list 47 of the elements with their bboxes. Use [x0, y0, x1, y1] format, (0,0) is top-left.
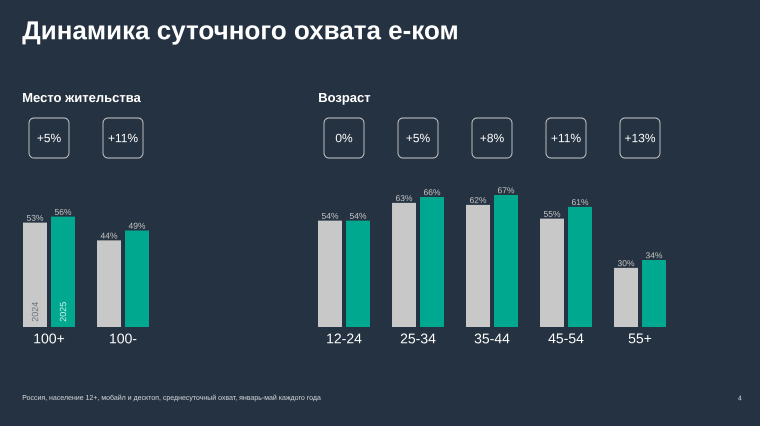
data-label: 62% — [470, 197, 486, 204]
data-label: 44% — [100, 232, 118, 239]
data-label: 67% — [498, 187, 514, 194]
text: +13% — [625, 134, 656, 142]
data-label: 53% — [26, 214, 44, 221]
bar — [420, 196, 444, 327]
data-label: 30% — [618, 260, 634, 266]
data-label: 54% — [322, 212, 338, 219]
bar — [51, 216, 75, 327]
bar — [97, 240, 122, 327]
x-tick-label: 25-34 — [400, 334, 436, 344]
text: +11% — [108, 134, 138, 142]
text: 0% — [336, 134, 352, 142]
series-label: 2025 — [60, 302, 66, 322]
x-tick-label: 45-54 — [548, 334, 584, 344]
bar — [318, 220, 342, 327]
text: +5% — [406, 134, 430, 142]
chart-subtitle: Возраст — [319, 93, 370, 105]
x-tick-label: 35-44 — [474, 334, 510, 344]
data-label: 34% — [646, 252, 662, 258]
x-tick-label: 100- — [110, 334, 136, 344]
bar — [125, 230, 150, 327]
text: +11% — [552, 134, 581, 142]
chart-subtitle: Место жительства — [23, 93, 141, 102]
data-label: 54% — [350, 212, 366, 219]
data-label: 49% — [128, 222, 146, 229]
text: Динамика суточного охвата е-ком — [22, 21, 457, 45]
series-label: 2024 — [32, 302, 38, 322]
bar — [23, 222, 47, 327]
x-tick-label: 12-24 — [327, 334, 362, 344]
x-tick-label: 55+ — [628, 334, 652, 344]
bar — [392, 202, 416, 327]
bar — [494, 195, 518, 327]
data-label: 66% — [424, 189, 440, 196]
bar — [642, 260, 666, 327]
data-label: 63% — [396, 195, 412, 202]
data-label: 56% — [54, 208, 72, 215]
text: +8% — [480, 134, 504, 142]
bar — [568, 206, 592, 327]
bar — [540, 218, 564, 327]
data-label: 55% — [544, 210, 560, 217]
x-tick-label: 100+ — [34, 334, 64, 344]
bar — [614, 268, 638, 327]
bar — [346, 220, 370, 327]
text: +5% — [37, 134, 61, 142]
data-label: 61% — [572, 199, 588, 206]
bar — [466, 204, 490, 327]
